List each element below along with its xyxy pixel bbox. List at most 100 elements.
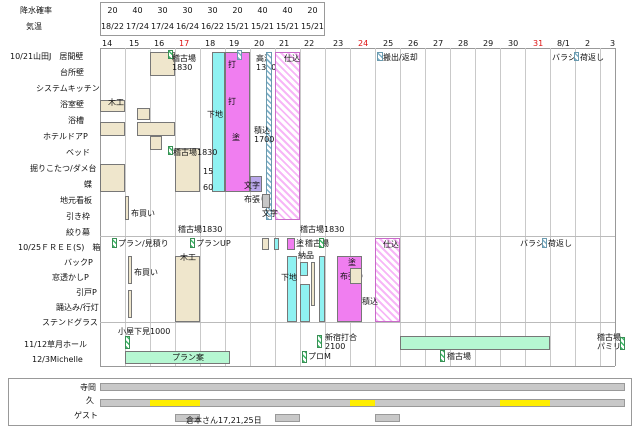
staff-label: ゲスト bbox=[74, 411, 98, 420]
task-block[interactable] bbox=[128, 290, 132, 318]
task-marker[interactable] bbox=[620, 337, 625, 350]
task-marker[interactable] bbox=[440, 350, 445, 362]
task-block[interactable] bbox=[375, 238, 400, 322]
task-block[interactable] bbox=[150, 136, 162, 150]
grid-vline bbox=[500, 48, 501, 366]
temp-cell: 15/21 bbox=[275, 22, 300, 31]
date-cell: 29 bbox=[483, 39, 494, 48]
rain-cell: 20 bbox=[232, 6, 243, 15]
date-cell: 8/1 bbox=[557, 39, 570, 48]
task-label: 荷返し bbox=[548, 239, 572, 248]
task-label: 打 bbox=[228, 60, 236, 69]
task-marker[interactable] bbox=[574, 52, 579, 61]
task-block[interactable] bbox=[275, 52, 300, 220]
task-block[interactable] bbox=[319, 256, 325, 322]
task-block[interactable] bbox=[287, 256, 297, 322]
task-label: 稽古場 bbox=[447, 352, 471, 361]
task-block[interactable] bbox=[262, 238, 269, 250]
task-marker[interactable] bbox=[168, 146, 173, 155]
grid-vline bbox=[350, 48, 351, 366]
row-label: 蝶 bbox=[84, 180, 92, 189]
row-label: 引戸P bbox=[76, 288, 97, 297]
task-label: 稽古場1830 bbox=[173, 148, 218, 157]
row-label: 窓透かしP bbox=[52, 273, 89, 282]
date-cell: 25 bbox=[383, 39, 394, 48]
grid-vline bbox=[425, 48, 426, 366]
task-block[interactable] bbox=[175, 148, 200, 192]
task-label: 搬出/返却 bbox=[383, 53, 418, 62]
task-block[interactable] bbox=[212, 52, 225, 192]
grid-vline bbox=[250, 48, 251, 366]
task-block[interactable] bbox=[274, 238, 279, 250]
task-label: プラン/見積り bbox=[118, 239, 169, 248]
task-block[interactable] bbox=[175, 256, 200, 322]
task-marker[interactable] bbox=[542, 238, 547, 248]
date-cell: 19 bbox=[229, 39, 240, 48]
task-marker[interactable] bbox=[302, 351, 307, 363]
task-marker[interactable] bbox=[168, 50, 173, 59]
grid-hline bbox=[100, 236, 615, 237]
grid-vline bbox=[175, 48, 176, 366]
temp-cell: 16/24 bbox=[175, 22, 200, 31]
guest-block bbox=[375, 414, 400, 422]
task-block[interactable] bbox=[137, 108, 150, 120]
task-marker[interactable] bbox=[190, 238, 195, 248]
task-block[interactable] bbox=[337, 256, 362, 322]
temp-cell: 17/24 bbox=[150, 22, 175, 31]
date-cell: 3 bbox=[610, 39, 616, 48]
task-block[interactable] bbox=[287, 238, 295, 250]
task-block[interactable] bbox=[128, 256, 132, 284]
temp-label: 気温 bbox=[26, 22, 42, 31]
hisa-yellow-block bbox=[350, 400, 375, 406]
task-block[interactable] bbox=[311, 262, 315, 306]
task-marker[interactable] bbox=[319, 238, 324, 248]
date-cell: 18 bbox=[205, 39, 216, 48]
staff-label: 寺岡 bbox=[80, 383, 96, 392]
temp-cell: 15/21 bbox=[225, 22, 250, 31]
task-label: 文字 bbox=[262, 209, 278, 218]
row-label: 地元看板 bbox=[60, 196, 92, 205]
date-cell: 30 bbox=[508, 39, 519, 48]
row-label: 掘りこたつ/ダメ台 bbox=[30, 164, 97, 173]
task-marker[interactable] bbox=[112, 238, 117, 248]
task-block[interactable] bbox=[125, 196, 129, 220]
task-label: 60 bbox=[203, 183, 214, 192]
task-marker[interactable] bbox=[377, 52, 383, 61]
row-label: 12/3Michelle bbox=[32, 355, 83, 364]
task-block[interactable] bbox=[100, 164, 125, 192]
task-block[interactable] bbox=[250, 176, 262, 192]
task-marker[interactable] bbox=[125, 336, 130, 349]
task-label: 新宿打合 2100 bbox=[325, 333, 357, 351]
date-cell: 27 bbox=[433, 39, 444, 48]
task-block[interactable] bbox=[350, 268, 362, 284]
task-block[interactable] bbox=[400, 336, 550, 350]
task-label: 荷返し bbox=[580, 53, 604, 62]
task-block[interactable] bbox=[100, 122, 125, 136]
rain-cell: 20 bbox=[107, 6, 118, 15]
task-block[interactable] bbox=[225, 52, 250, 192]
task-marker[interactable] bbox=[237, 50, 242, 60]
grid-vline bbox=[300, 48, 301, 366]
task-label: 塗 bbox=[296, 239, 304, 248]
task-label: 稽古場 bbox=[305, 239, 329, 248]
task-block[interactable] bbox=[137, 122, 175, 136]
grid-vline bbox=[575, 48, 576, 366]
grid-vline bbox=[150, 48, 151, 366]
task-label: プラン案 bbox=[172, 353, 204, 362]
grid-vline bbox=[550, 48, 551, 366]
grid-bottom-border bbox=[100, 366, 615, 367]
grid-hline bbox=[100, 322, 615, 323]
task-label: 積込 1700 bbox=[254, 126, 275, 144]
date-cell: 26 bbox=[408, 39, 419, 48]
task-block[interactable] bbox=[100, 100, 125, 112]
task-marker[interactable] bbox=[266, 52, 272, 220]
grid-vline bbox=[615, 48, 616, 366]
task-label: 稽古場1830 bbox=[178, 225, 223, 234]
task-block[interactable] bbox=[300, 284, 310, 322]
task-block[interactable] bbox=[300, 262, 308, 276]
task-block[interactable] bbox=[125, 351, 230, 364]
staff-bar-terama bbox=[100, 383, 625, 391]
task-label: 木工 bbox=[180, 253, 196, 262]
task-block[interactable] bbox=[262, 194, 270, 208]
task-marker[interactable] bbox=[317, 335, 322, 348]
